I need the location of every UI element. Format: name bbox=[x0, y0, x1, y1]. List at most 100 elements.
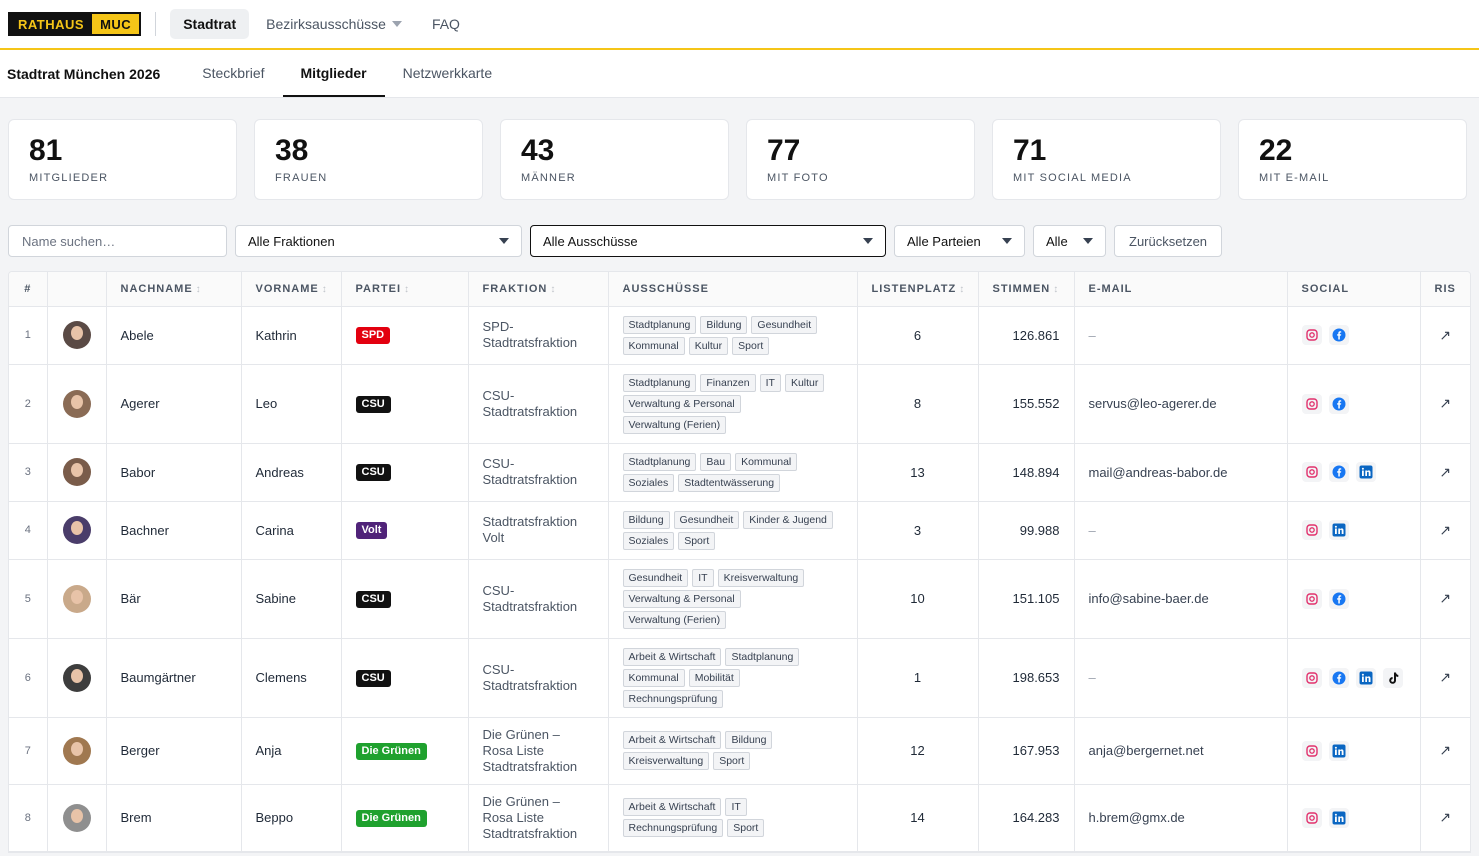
linkedin-icon[interactable] bbox=[1355, 667, 1376, 688]
instagram-icon[interactable] bbox=[1301, 667, 1322, 688]
ausschuss-tag[interactable]: Kommunal bbox=[735, 452, 798, 471]
col-nachname[interactable]: NACHNAME ↕ bbox=[106, 272, 242, 307]
tiktok-icon[interactable] bbox=[1382, 667, 1403, 688]
ausschuss-tag[interactable]: Arbeit & Wirtschaft bbox=[622, 731, 722, 749]
ausschuss-tag[interactable]: Kultur bbox=[784, 373, 825, 392]
name-search-input[interactable]: Name suchen… bbox=[8, 225, 227, 257]
col-listenplatz[interactable]: LISTENPLATZ ↕ bbox=[857, 272, 979, 307]
ausschuss-tag[interactable]: Kultur bbox=[688, 336, 729, 355]
ausschuss-tag[interactable]: Kreisverwaltung bbox=[622, 752, 710, 770]
col-partei[interactable]: PARTEI ↕ bbox=[341, 272, 469, 307]
linkedin-icon[interactable] bbox=[1355, 462, 1376, 482]
instagram-icon[interactable] bbox=[1301, 462, 1322, 482]
ausschuss-tag[interactable]: Stadtentwässerung bbox=[678, 473, 781, 492]
facebook-icon[interactable] bbox=[1328, 393, 1349, 414]
ausschuss-tag[interactable]: IT bbox=[759, 373, 781, 392]
instagram-icon[interactable] bbox=[1301, 807, 1322, 828]
table-row[interactable]: 1 Abele Kathrin SPD SPD-Stadtratsfraktio… bbox=[9, 306, 1470, 365]
table-row[interactable]: 7 Berger Anja Die Grünen Die Grünen – Ro… bbox=[9, 717, 1470, 785]
instagram-icon[interactable] bbox=[1301, 740, 1322, 761]
nav-bezirksausschuesse[interactable]: Bezirksausschüsse bbox=[253, 9, 415, 39]
ausschuss-tag[interactable]: Verwaltung (Ferien) bbox=[622, 610, 727, 629]
email-cell[interactable]: servus@leo-agerer.de bbox=[1074, 364, 1288, 444]
reset-button[interactable]: Zurücksetzen bbox=[1114, 225, 1223, 257]
ausschuss-tag[interactable]: IT bbox=[725, 798, 747, 816]
nav-faq[interactable]: FAQ bbox=[419, 9, 473, 39]
nav-stadtrat[interactable]: Stadtrat bbox=[170, 9, 250, 39]
ris-link-icon[interactable]: ↗ bbox=[1420, 306, 1470, 365]
linkedin-icon[interactable] bbox=[1328, 520, 1349, 540]
table-row[interactable]: 6 Baumgärtner Clemens CSU CSU-Stadtratsf… bbox=[9, 638, 1470, 718]
ris-link-icon[interactable]: ↗ bbox=[1420, 443, 1470, 502]
instagram-icon[interactable] bbox=[1301, 520, 1322, 540]
ausschuss-tag[interactable]: Finanzen bbox=[700, 373, 756, 392]
ausschuss-tag[interactable]: Sport bbox=[732, 336, 770, 355]
ausschuss-tag[interactable]: Soziales bbox=[622, 531, 675, 550]
ausschuss-tag[interactable]: Sport bbox=[678, 531, 716, 550]
ausschuss-tag[interactable]: Stadtplanung bbox=[622, 373, 697, 392]
ausschuss-tag[interactable]: Verwaltung & Personal bbox=[622, 394, 741, 413]
ausschuss-tag[interactable]: Kinder & Jugend bbox=[743, 510, 833, 529]
ausschuss-tag[interactable]: Rechnungsprüfung bbox=[622, 819, 724, 837]
ausschuss-tag[interactable]: Bildung bbox=[700, 315, 748, 334]
instagram-icon[interactable] bbox=[1301, 393, 1322, 414]
ris-link-icon[interactable]: ↗ bbox=[1420, 784, 1470, 852]
ausschuss-tag[interactable]: Rechnungsprüfung bbox=[622, 689, 724, 708]
ausschuss-select[interactable]: Alle Ausschüsse bbox=[530, 225, 886, 257]
col-stimmen[interactable]: STIMMEN ↕ bbox=[978, 272, 1075, 307]
ausschuss-tag[interactable]: Stadtplanung bbox=[622, 315, 697, 334]
ausschuss-tag[interactable]: Gesundheit bbox=[751, 315, 818, 334]
ausschuss-tag[interactable]: Kreisverwaltung bbox=[717, 568, 805, 587]
ausschuss-tag[interactable]: Kommunal bbox=[622, 336, 685, 355]
tab-mitglieder[interactable]: Mitglieder bbox=[282, 50, 385, 97]
table-row[interactable]: 3 Babor Andreas CSU CSU-Stadtratsfraktio… bbox=[9, 443, 1470, 502]
email-cell[interactable]: anja@bergernet.net bbox=[1074, 717, 1288, 785]
ausschuss-tag[interactable]: Mobilität bbox=[688, 668, 740, 687]
tab-netzwerkkarte[interactable]: Netzwerkkarte bbox=[402, 64, 493, 81]
table-row[interactable]: 4 Bachner Carina Volt Stadtratsfraktion … bbox=[9, 501, 1470, 560]
facebook-icon[interactable] bbox=[1328, 462, 1349, 482]
ausschuss-tag[interactable]: Arbeit & Wirtschaft bbox=[622, 647, 722, 666]
ausschuss-tag[interactable]: Soziales bbox=[622, 473, 675, 492]
ausschuss-tag[interactable]: Arbeit & Wirtschaft bbox=[622, 798, 722, 816]
ris-link-icon[interactable]: ↗ bbox=[1420, 559, 1470, 639]
facebook-icon[interactable] bbox=[1328, 667, 1349, 688]
table-row[interactable]: 5 Bär Sabine CSU CSU-Stadtratsfraktion G… bbox=[9, 559, 1470, 639]
ausschuss-tag[interactable]: Kommunal bbox=[622, 668, 685, 687]
stats-row: 81 MITGLIEDER 38 FRAUEN 43 MÄNNER 77 MIT FOT… bbox=[0, 98, 1479, 200]
table-row[interactable]: 2 Agerer Leo CSU CSU-Stadtratsfraktion S… bbox=[9, 364, 1470, 444]
tab-steckbrief[interactable]: Steckbrief bbox=[202, 64, 265, 81]
ausschuss-tag[interactable]: Bildung bbox=[725, 731, 773, 749]
ris-link-icon[interactable]: ↗ bbox=[1420, 501, 1470, 560]
ausschuss-tag[interactable]: Verwaltung (Ferien) bbox=[622, 415, 727, 434]
misc-select[interactable]: Alle bbox=[1033, 225, 1106, 257]
email-cell[interactable]: mail@andreas-babor.de bbox=[1074, 443, 1288, 502]
ausschuss-tag[interactable]: Sport bbox=[727, 819, 765, 837]
ausschuss-tag[interactable]: Stadtplanung bbox=[725, 647, 800, 666]
email-cell[interactable]: h.brem@gmx.de bbox=[1074, 784, 1288, 852]
ausschuss-tag[interactable]: Bau bbox=[700, 452, 732, 471]
rathaus-muc-logo[interactable]: RATHAUS MUC bbox=[8, 12, 142, 36]
facebook-icon[interactable] bbox=[1328, 325, 1349, 345]
linkedin-icon[interactable] bbox=[1328, 807, 1349, 828]
instagram-icon[interactable] bbox=[1301, 325, 1322, 345]
ausschuss-tag[interactable]: IT bbox=[692, 568, 714, 587]
table-row[interactable]: 8 Brem Beppo Die Grünen Die Grünen – Ros… bbox=[9, 784, 1470, 852]
ris-link-icon[interactable]: ↗ bbox=[1420, 638, 1470, 718]
col-vorname[interactable]: VORNAME ↕ bbox=[241, 272, 342, 307]
ausschuss-tag[interactable]: Bildung bbox=[622, 510, 670, 529]
instagram-icon[interactable] bbox=[1301, 588, 1322, 609]
ausschuss-tag[interactable]: Gesundheit bbox=[622, 568, 689, 587]
ausschuss-tag[interactable]: Gesundheit bbox=[673, 510, 740, 529]
ausschuss-tag[interactable]: Stadtplanung bbox=[622, 452, 697, 471]
ris-link-icon[interactable]: ↗ bbox=[1420, 364, 1470, 444]
linkedin-icon[interactable] bbox=[1328, 740, 1349, 761]
ris-link-icon[interactable]: ↗ bbox=[1420, 717, 1470, 785]
facebook-icon[interactable] bbox=[1328, 588, 1349, 609]
fraktion-select[interactable]: Alle Fraktionen bbox=[235, 225, 522, 257]
ausschuss-tag[interactable]: Sport bbox=[713, 752, 751, 770]
ausschuss-tag[interactable]: Verwaltung & Personal bbox=[622, 589, 741, 608]
email-cell[interactable]: info@sabine-baer.de bbox=[1074, 559, 1288, 639]
partei-select[interactable]: Alle Parteien bbox=[894, 225, 1025, 257]
col-fraktion[interactable]: FRAKTION ↕ bbox=[468, 272, 609, 307]
